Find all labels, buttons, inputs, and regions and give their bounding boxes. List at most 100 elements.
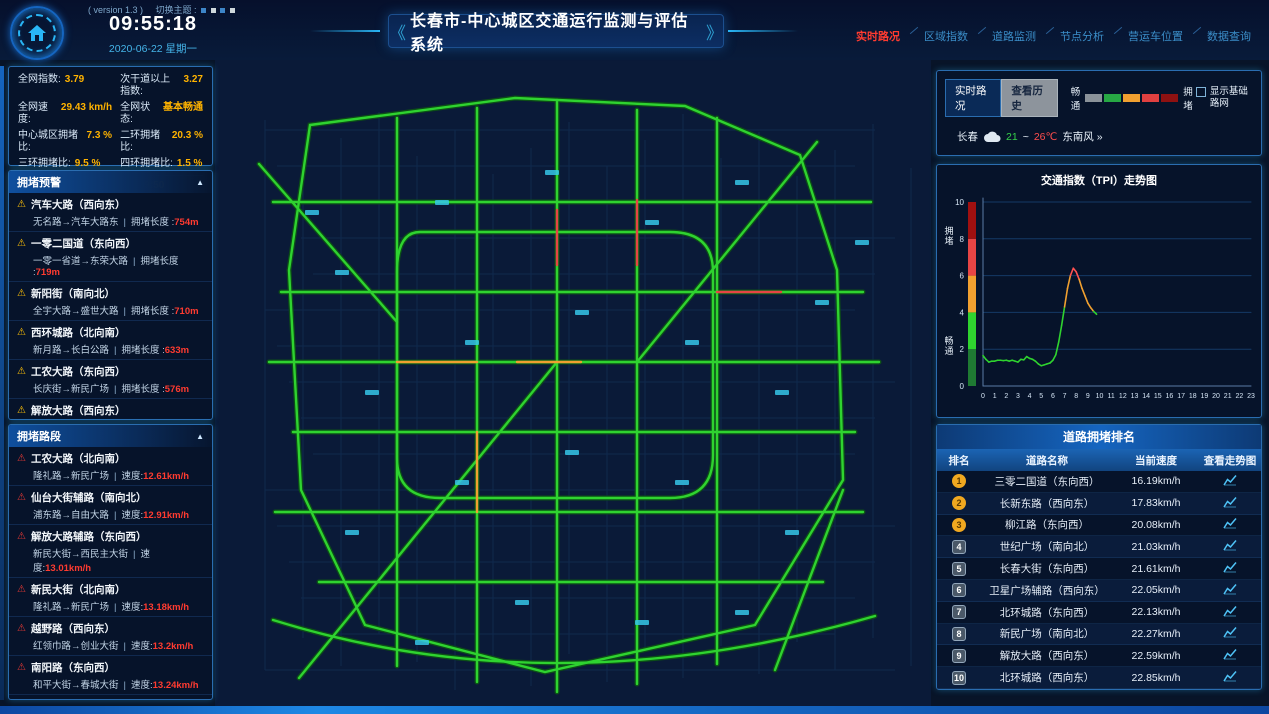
nav-item[interactable]: 区域指数 <box>924 28 968 44</box>
base-network-checkbox[interactable] <box>1195 87 1206 98</box>
tpi-chart-panel: 交通指数（TPI）走势图 0 2 4 6 8 10 拥堵 畅通 0 1 2 3 4 5 6 7 8 9 10 11 12… <box>936 164 1262 418</box>
svg-text:10: 10 <box>1096 393 1104 400</box>
nav-item[interactable]: 实时路况 <box>856 31 900 43</box>
rank-badge: 9 <box>952 648 966 663</box>
rank-badge: 8 <box>952 626 966 641</box>
warning-list: ⚠ 汽车大路（西向东） 无名路→汽车大路东 | 拥堵长度 :754m ⚠ 一零二国道（东向西… <box>9 193 212 419</box>
trend-chart-icon[interactable] <box>1223 496 1237 511</box>
svg-text:3: 3 <box>1016 393 1020 400</box>
warning-triangle-icon: ⚠ <box>17 491 26 503</box>
city-map[interactable] <box>215 60 931 706</box>
trend-chart-icon[interactable] <box>1223 474 1237 489</box>
road-list-item: ⚠ 新民大街（北向南） 隆礼路→新民广场 | 速度:13.18km/h <box>9 578 212 617</box>
trend-chart-icon[interactable] <box>1223 648 1237 663</box>
nav-item[interactable]: 数据查询 <box>1207 28 1251 44</box>
legend-color-box <box>1142 94 1160 102</box>
stat-pair: 四环拥堵比: 1.5 % <box>120 158 203 169</box>
date-label: 2020-06-22 星期一 <box>108 43 198 55</box>
nav-item[interactable]: 营运车位置 <box>1128 28 1183 44</box>
tab-history[interactable]: 查看历史 <box>1001 79 1058 117</box>
top-header: ( version 1.3 ) 切换主题 : 09:55:18 2020-06-… <box>0 0 1269 60</box>
ranking-row: 6 卫星广场辅路（西向东） 22.05km/h <box>937 579 1261 602</box>
stat-pair: 全网指数: 3.79 <box>18 74 85 85</box>
svg-text:12: 12 <box>1119 393 1127 400</box>
ranking-row: 9 解放大路（西向东） 22.59km/h <box>937 645 1261 668</box>
svg-text:21: 21 <box>1224 393 1232 400</box>
version-label: ( version 1.3 ) <box>88 5 144 15</box>
ranking-row: 1 三零二国道（东向西） 16.19km/h <box>937 471 1261 493</box>
svg-text:8: 8 <box>960 235 965 244</box>
stat-pair: 全网速度: 29.43 km/h <box>18 102 113 125</box>
warning-triangle-icon: ⚠ <box>17 237 26 249</box>
bottom-edge-decoration <box>0 706 1269 714</box>
wind-label[interactable]: 东南风 » <box>1062 131 1103 143</box>
ranking-title: 道路拥堵排名 <box>937 425 1261 449</box>
overview-grid: 全网指数: 3.79 次干道以上指数: 3.27 全网速度: 29.43 km/h 全网状态… <box>18 74 203 170</box>
legend-color-box <box>1085 94 1103 102</box>
ranking-row: 8 新民广场（南向北） 22.27km/h <box>937 623 1261 646</box>
congestion-list: ⚠ 工农大路（北向南） 隆礼路→新民广场 | 速度:12.61km/h ⚠ 仙台大街辅路（南… <box>9 447 212 699</box>
legend-color-box <box>1161 94 1179 102</box>
road-list-item: ⚠解放大路（西向东）建设街→万宝街|拥堵长度 :459m <box>9 399 212 419</box>
svg-text:20: 20 <box>1212 393 1220 400</box>
svg-text:13: 13 <box>1131 393 1139 400</box>
map-minor-roads <box>264 112 912 690</box>
warning-triangle-icon: ⚠ <box>17 404 26 416</box>
home-button[interactable] <box>10 6 64 60</box>
trend-chart-icon[interactable] <box>1223 517 1237 532</box>
version-row: ( version 1.3 ) 切换主题 : <box>88 3 235 16</box>
trend-chart-icon[interactable] <box>1223 670 1237 685</box>
rank-badge: 1 <box>952 474 966 489</box>
collapse-icon[interactable]: ▲ <box>196 177 204 187</box>
rank-badge: 4 <box>952 539 966 554</box>
tab-realtime[interactable]: 实时路况 <box>945 79 1002 117</box>
svg-text:1: 1 <box>993 393 997 400</box>
nav-item[interactable]: 节点分析 <box>1060 28 1104 44</box>
map-roads-freeflow <box>257 96 881 694</box>
title-decoration-line <box>728 30 798 32</box>
road-list-item: ⚠ 一零二国道（东向西） 一零一省道→东荣大路 | 拥堵长度 :719m <box>9 232 212 282</box>
svg-text:6: 6 <box>960 272 965 281</box>
clock: 09:55:18 <box>108 13 198 35</box>
warning-triangle-icon: ⚠ <box>17 583 26 595</box>
title-decoration-line <box>310 30 380 32</box>
warning-triangle-icon: ⚠ <box>17 452 26 464</box>
warning-triangle-icon: ⚠ <box>17 326 26 338</box>
nav-item[interactable]: 道路监测 <box>992 28 1036 44</box>
theme-swatch-icon[interactable] <box>201 8 207 14</box>
network-overview-panel: 全网指数: 3.79 次干道以上指数: 3.27 全网速度: 29.43 km/h 全网状态… <box>8 66 213 195</box>
legend-color-box <box>1123 94 1141 102</box>
road-list-item: ⚠ 新阳街（南向北） 全宇大路→盛世大路 | 拥堵长度 :710m <box>9 282 212 321</box>
svg-text:18: 18 <box>1189 393 1197 400</box>
rank-badge: 6 <box>952 583 966 598</box>
svg-text:拥堵: 拥堵 <box>944 225 953 246</box>
trend-chart-icon[interactable] <box>1223 605 1237 620</box>
map-label-chips <box>305 170 869 645</box>
stat-pair: 全网状态: 基本畅通 <box>120 102 203 125</box>
legend-left-label: 畅通 <box>1070 87 1081 112</box>
trend-chart-icon[interactable] <box>1223 626 1237 641</box>
theme-swatch-icon[interactable] <box>229 8 235 14</box>
legend-color-scale <box>1085 94 1179 102</box>
rank-badge: 2 <box>952 496 966 511</box>
base-network-label: 显示基础路网 <box>1209 86 1248 109</box>
svg-text:6: 6 <box>1051 393 1055 400</box>
ranking-row: 3 柳江路（东向西） 20.08km/h <box>937 515 1261 537</box>
base-network-toggle[interactable]: 显示基础路网 <box>1195 86 1253 110</box>
trend-chart-icon[interactable] <box>1223 583 1237 598</box>
trend-chart-icon[interactable] <box>1223 561 1237 576</box>
theme-swatch-icon[interactable] <box>220 8 226 14</box>
svg-text:15: 15 <box>1154 393 1162 400</box>
title-banner: 长春市-中心城区交通运行监测与评估系统 <box>388 13 724 54</box>
theme-swatch-icon[interactable] <box>210 8 216 14</box>
collapse-icon[interactable]: ▲ <box>196 431 204 441</box>
trend-chart-icon[interactable] <box>1223 539 1237 554</box>
theme-label: 切换主题 : <box>155 5 197 15</box>
svg-text:11: 11 <box>1108 393 1115 400</box>
warning-triangle-icon: ⚠ <box>17 622 26 634</box>
ranking-row: 5 长春大街（东向西） 21.61km/h <box>937 558 1261 580</box>
stat-pair: 中心城区拥堵比: 7.3 % <box>18 130 113 153</box>
road-list-item: ⚠ 越野路（西向东） 红领巾路→创业大街 | 速度:13.2km/h <box>9 617 212 656</box>
road-ranking-panel: 道路拥堵排名 排名 道路名称 当前速度 查看走势图 1 三零二国道（东向西） 16.19k… <box>936 424 1262 690</box>
